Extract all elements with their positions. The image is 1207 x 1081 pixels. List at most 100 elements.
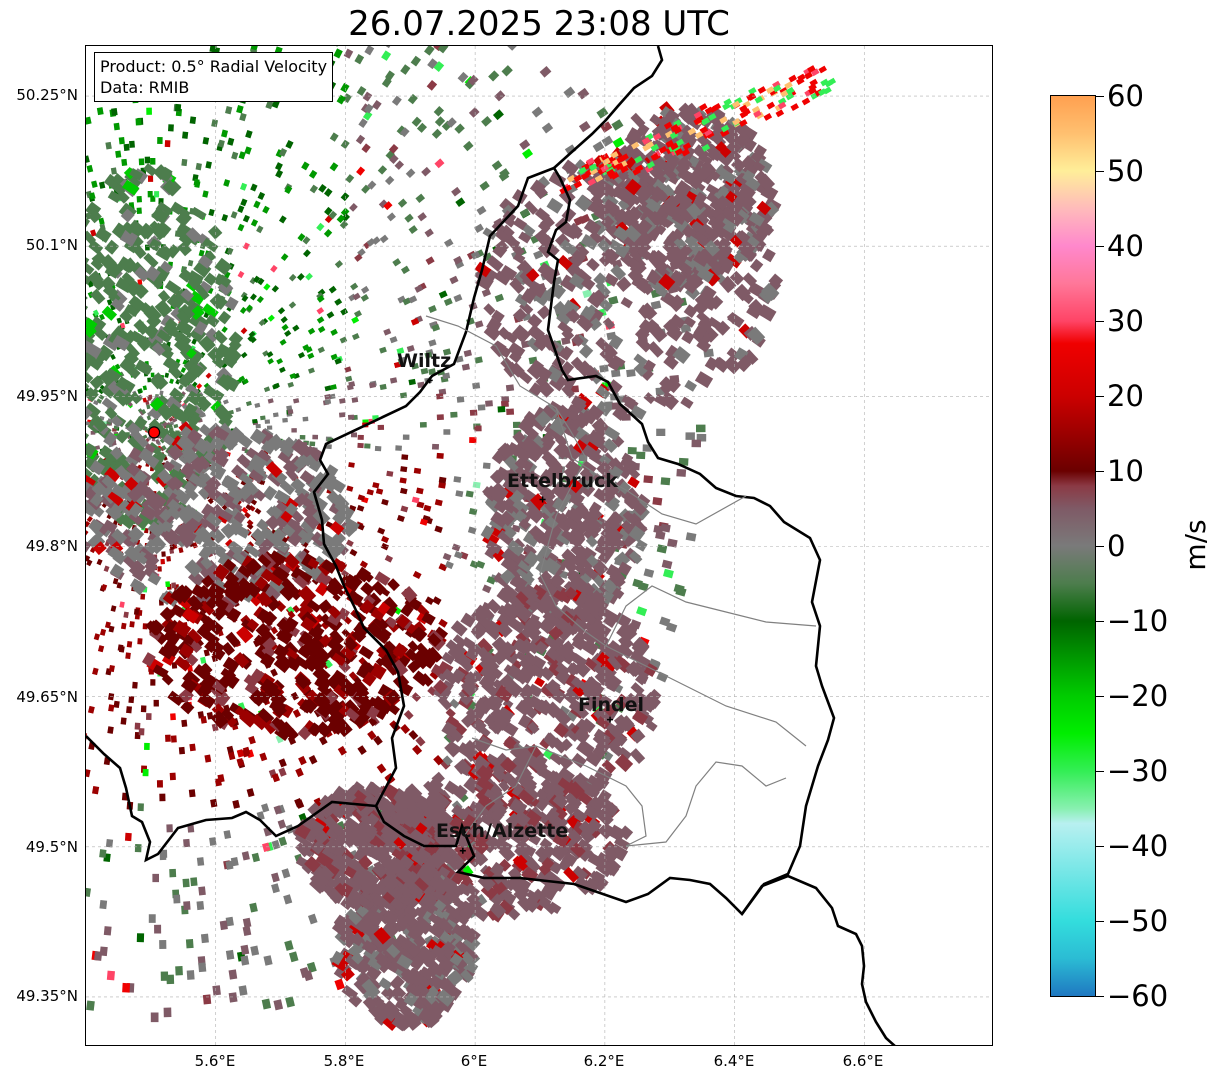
echo-cell [628,525,646,543]
echo-cell [429,670,440,680]
echo-cell [447,646,463,661]
echo-cell [479,180,490,191]
echo-cell [661,391,675,405]
echo-cell [538,617,556,635]
echo-cell [461,659,474,673]
echo-cell [474,356,483,364]
echo-cell [433,754,444,766]
echo-cell [632,501,647,516]
echo-cell [583,676,602,694]
echo-cell [614,612,632,629]
echo-cell [412,570,422,580]
echo-cell [647,270,662,285]
echo-cell [379,234,389,244]
echo-cell [508,351,522,364]
echo-cell [539,666,555,681]
echo-cell [174,103,182,112]
echo-cell [453,898,466,910]
echo-cell [279,338,287,346]
echo-cell [431,944,447,959]
echo-cell [262,350,269,357]
echo-cell [498,780,510,792]
echo-cell [528,525,545,542]
echo-cell [367,180,377,190]
echo-cell [170,713,176,721]
echo-cell [433,61,445,72]
echo-cell [211,119,219,128]
echo-cell [512,637,531,655]
echo-cell [612,137,625,149]
echo-cell [714,141,732,158]
echo-cell [602,703,616,717]
echo-cell [608,457,624,474]
echo-cell [472,382,481,390]
echo-cell [159,793,166,802]
echo-cell [515,591,529,605]
echo-cell [166,555,171,562]
echo-cell [144,156,151,164]
echo-cell [86,421,90,426]
echo-cell [611,369,621,378]
echo-cell [444,780,459,795]
echo-cell [733,283,751,302]
echo-cell [633,361,650,377]
echo-cell [506,408,515,416]
echo-cell [292,605,301,613]
echo-cell [424,46,435,56]
echo-cell [400,487,408,495]
echo-cell [250,945,260,956]
echo-cell [726,139,742,155]
echo-cell [592,746,606,760]
echo-cell [411,116,422,127]
echo-cell [734,135,748,149]
echo-cell [178,746,186,755]
echo-cell [89,192,96,200]
echo-cell [121,158,128,166]
echo-cell [484,496,498,509]
echo-cell [86,555,91,562]
echo-cell [357,434,364,440]
echo-cell [557,857,573,872]
echo-cell [436,452,444,459]
echo-cell [351,952,364,965]
echo-cell [629,748,646,764]
echo-cell [246,519,254,526]
echo-cell [355,134,366,145]
echo-cell [340,192,350,202]
echo-cell [666,325,683,342]
echo-cell [449,698,460,709]
echo-cell [624,178,642,196]
echo-cell [316,316,325,324]
echo-cell [342,93,352,104]
echo-cell [453,255,463,265]
echo-cell [338,412,346,418]
echo-cell [621,394,636,407]
echo-cell [534,185,548,200]
echo-cell [93,633,101,641]
echo-cell [713,356,730,373]
echo-cell [185,938,194,949]
echo-cell [396,954,413,970]
echo-cell [576,718,592,734]
echo-cell [512,244,525,257]
echo-cell [574,562,588,576]
echo-cell [575,778,592,793]
echo-cell [414,916,433,935]
echo-cell [596,535,612,550]
echo-cell [577,838,593,853]
echo-cell [348,671,358,681]
echo-cell [362,909,378,925]
echo-cell [256,225,264,234]
echo-cell [464,883,480,898]
radar-map[interactable]: Product: 0.5° Radial Velocity Data: RMIB… [85,45,993,1046]
echo-cell [270,668,278,677]
echo-cell [124,832,132,842]
echo-cell [599,487,616,504]
echo-cell [324,206,333,216]
echo-cell [576,315,594,333]
echo-cell [337,745,347,756]
echo-cell [354,54,365,65]
echo-cell [581,276,596,291]
echo-cell [582,289,593,299]
echo-cell [105,141,112,150]
